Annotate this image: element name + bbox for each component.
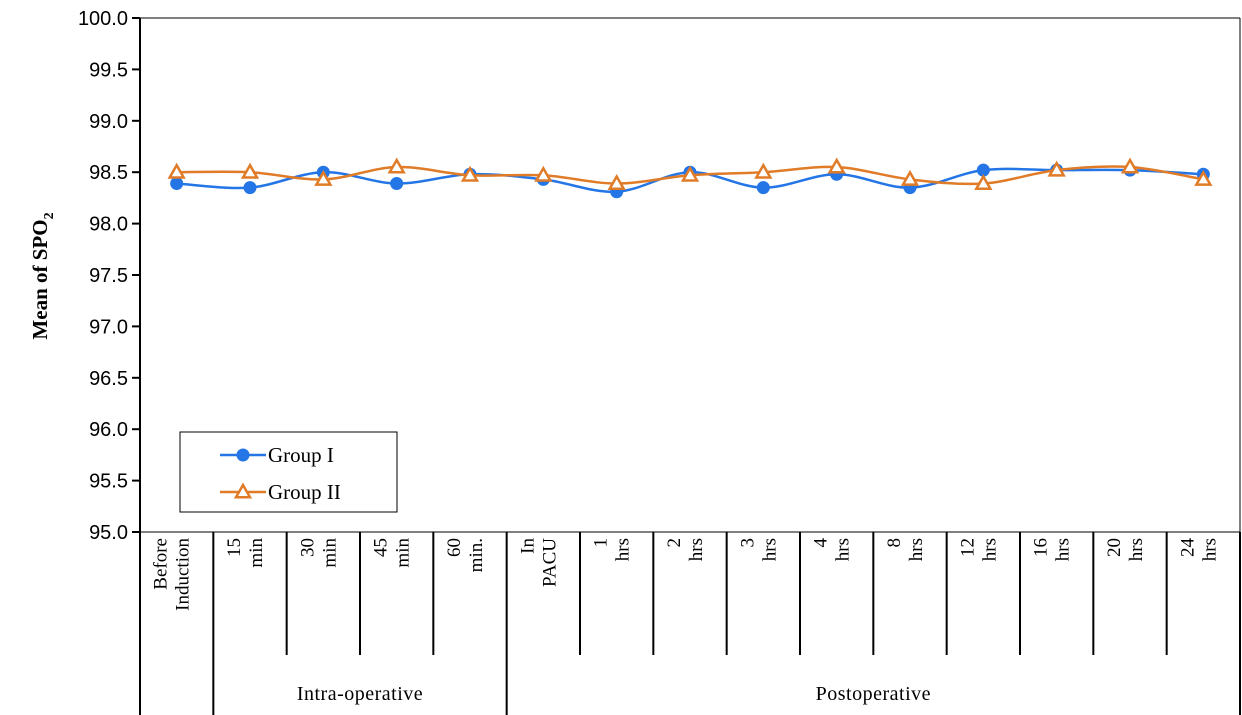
category-label: 4 hrs <box>811 538 854 562</box>
category-label-line: min <box>319 538 340 568</box>
data-point <box>974 173 993 191</box>
category-label-line: hrs <box>979 538 1000 561</box>
legend-box <box>179 431 398 513</box>
y-tick-label: 96.5 <box>89 368 128 390</box>
y-tick-label: 98.0 <box>89 214 128 236</box>
data-point <box>900 169 920 186</box>
y-axis-label-subscript: 2 <box>42 212 57 219</box>
series-2 <box>167 157 1213 191</box>
data-point <box>314 169 333 186</box>
category-label-line: hrs <box>906 538 927 561</box>
category-label-line: 60 <box>444 538 465 557</box>
legend-label: Group II <box>268 480 341 504</box>
category-label: 15 min <box>224 538 267 568</box>
category-label-line: 8 <box>884 538 905 548</box>
y-tick-label: 100.0 <box>78 8 128 30</box>
category-label-line: hrs <box>686 538 707 561</box>
category-label: In PACU <box>517 538 560 587</box>
data-series <box>167 157 1213 199</box>
y-tick-label: 96.0 <box>89 419 128 441</box>
category-label: 2 hrs <box>664 538 707 561</box>
category-label-line: hrs <box>1053 538 1074 561</box>
data-point <box>754 162 773 179</box>
data-point <box>390 177 404 191</box>
legend-entry: Group II <box>220 480 341 504</box>
data-point <box>827 157 846 174</box>
data-point <box>607 173 626 191</box>
category-label-line: 20 <box>1104 538 1125 557</box>
y-axis-title: Mean of SPO2 <box>28 212 57 339</box>
category-label-line: hrs <box>759 538 780 561</box>
group-label: Postoperative <box>816 683 931 705</box>
y-tick-label: 99.5 <box>89 59 128 81</box>
y-tick-label: 99.0 <box>89 111 128 133</box>
y-tick-label: 98.5 <box>89 162 128 184</box>
data-point <box>167 162 186 179</box>
category-label: 12 hrs <box>957 538 1000 561</box>
y-tick-label: 95.0 <box>89 522 128 544</box>
category-label-line: min <box>246 538 267 568</box>
category-label-line: hrs <box>1126 538 1147 561</box>
x-axis-categories: Before Induction 15 min 30 min 45 min 60 min. In PA… <box>139 532 1241 715</box>
category-label-line: hrs <box>613 538 634 561</box>
data-point <box>756 181 770 195</box>
legend-swatch-marker <box>236 448 250 462</box>
category-label: 3 hrs <box>737 538 780 561</box>
category-label-line: 16 <box>1031 538 1052 557</box>
category-label-line: PACU <box>539 538 560 587</box>
category-label-line: 4 <box>811 538 832 548</box>
legend-label: Group I <box>268 443 334 467</box>
category-label-line: 30 <box>297 538 318 557</box>
data-point <box>240 162 260 179</box>
category-label-line: Induction <box>173 538 194 611</box>
category-label: 16 hrs <box>1031 538 1074 561</box>
data-point <box>387 157 406 174</box>
category-label-line: 24 <box>1177 538 1198 558</box>
y-axis-label: Mean of SPO2 <box>28 212 57 339</box>
category-label-line: hrs <box>1199 538 1220 561</box>
y-axis-ticks: 95.0 95.5 96.0 96.5 97.0 97.5 98.0 98.5 99.0 99.5… <box>78 8 140 544</box>
category-label: 60 min. <box>444 538 487 572</box>
data-point <box>460 165 480 182</box>
category-label-line: In <box>517 538 538 554</box>
category-label-line: 12 <box>957 538 978 557</box>
category-label: 45 min <box>371 538 414 568</box>
data-point <box>534 165 553 182</box>
data-point <box>1194 169 1213 186</box>
category-label-line: 3 <box>737 538 758 548</box>
data-point <box>170 177 184 191</box>
group-label: Intra-operative <box>297 683 423 705</box>
data-point <box>243 181 257 195</box>
legend-entry: Group I <box>220 443 334 467</box>
legend-swatch-marker <box>233 482 253 499</box>
data-point <box>1047 160 1066 177</box>
category-label-line: 2 <box>664 538 685 548</box>
category-label: 30 min <box>297 538 340 568</box>
y-tick-label: 97.5 <box>89 265 128 287</box>
category-label-line: 15 <box>224 538 245 557</box>
category-label-line: hrs <box>833 538 854 561</box>
category-label: 24 hrs <box>1177 538 1220 562</box>
category-label-line: min <box>393 538 414 568</box>
y-tick-label: 97.0 <box>89 316 128 338</box>
legend: Group I Group II <box>179 431 398 513</box>
category-label-line: min. <box>466 538 487 572</box>
category-label-line: 45 <box>371 538 392 557</box>
category-label-line: 1 <box>591 538 612 548</box>
data-point <box>680 165 700 182</box>
category-label: Before Induction <box>151 538 194 611</box>
category-label-line: Before <box>151 538 172 590</box>
category-label: 1 hrs <box>591 538 634 561</box>
y-tick-label: 95.5 <box>89 471 128 493</box>
category-label: 20 hrs <box>1104 538 1147 561</box>
category-label: 8 hrs <box>884 538 927 561</box>
data-point <box>1120 157 1140 174</box>
